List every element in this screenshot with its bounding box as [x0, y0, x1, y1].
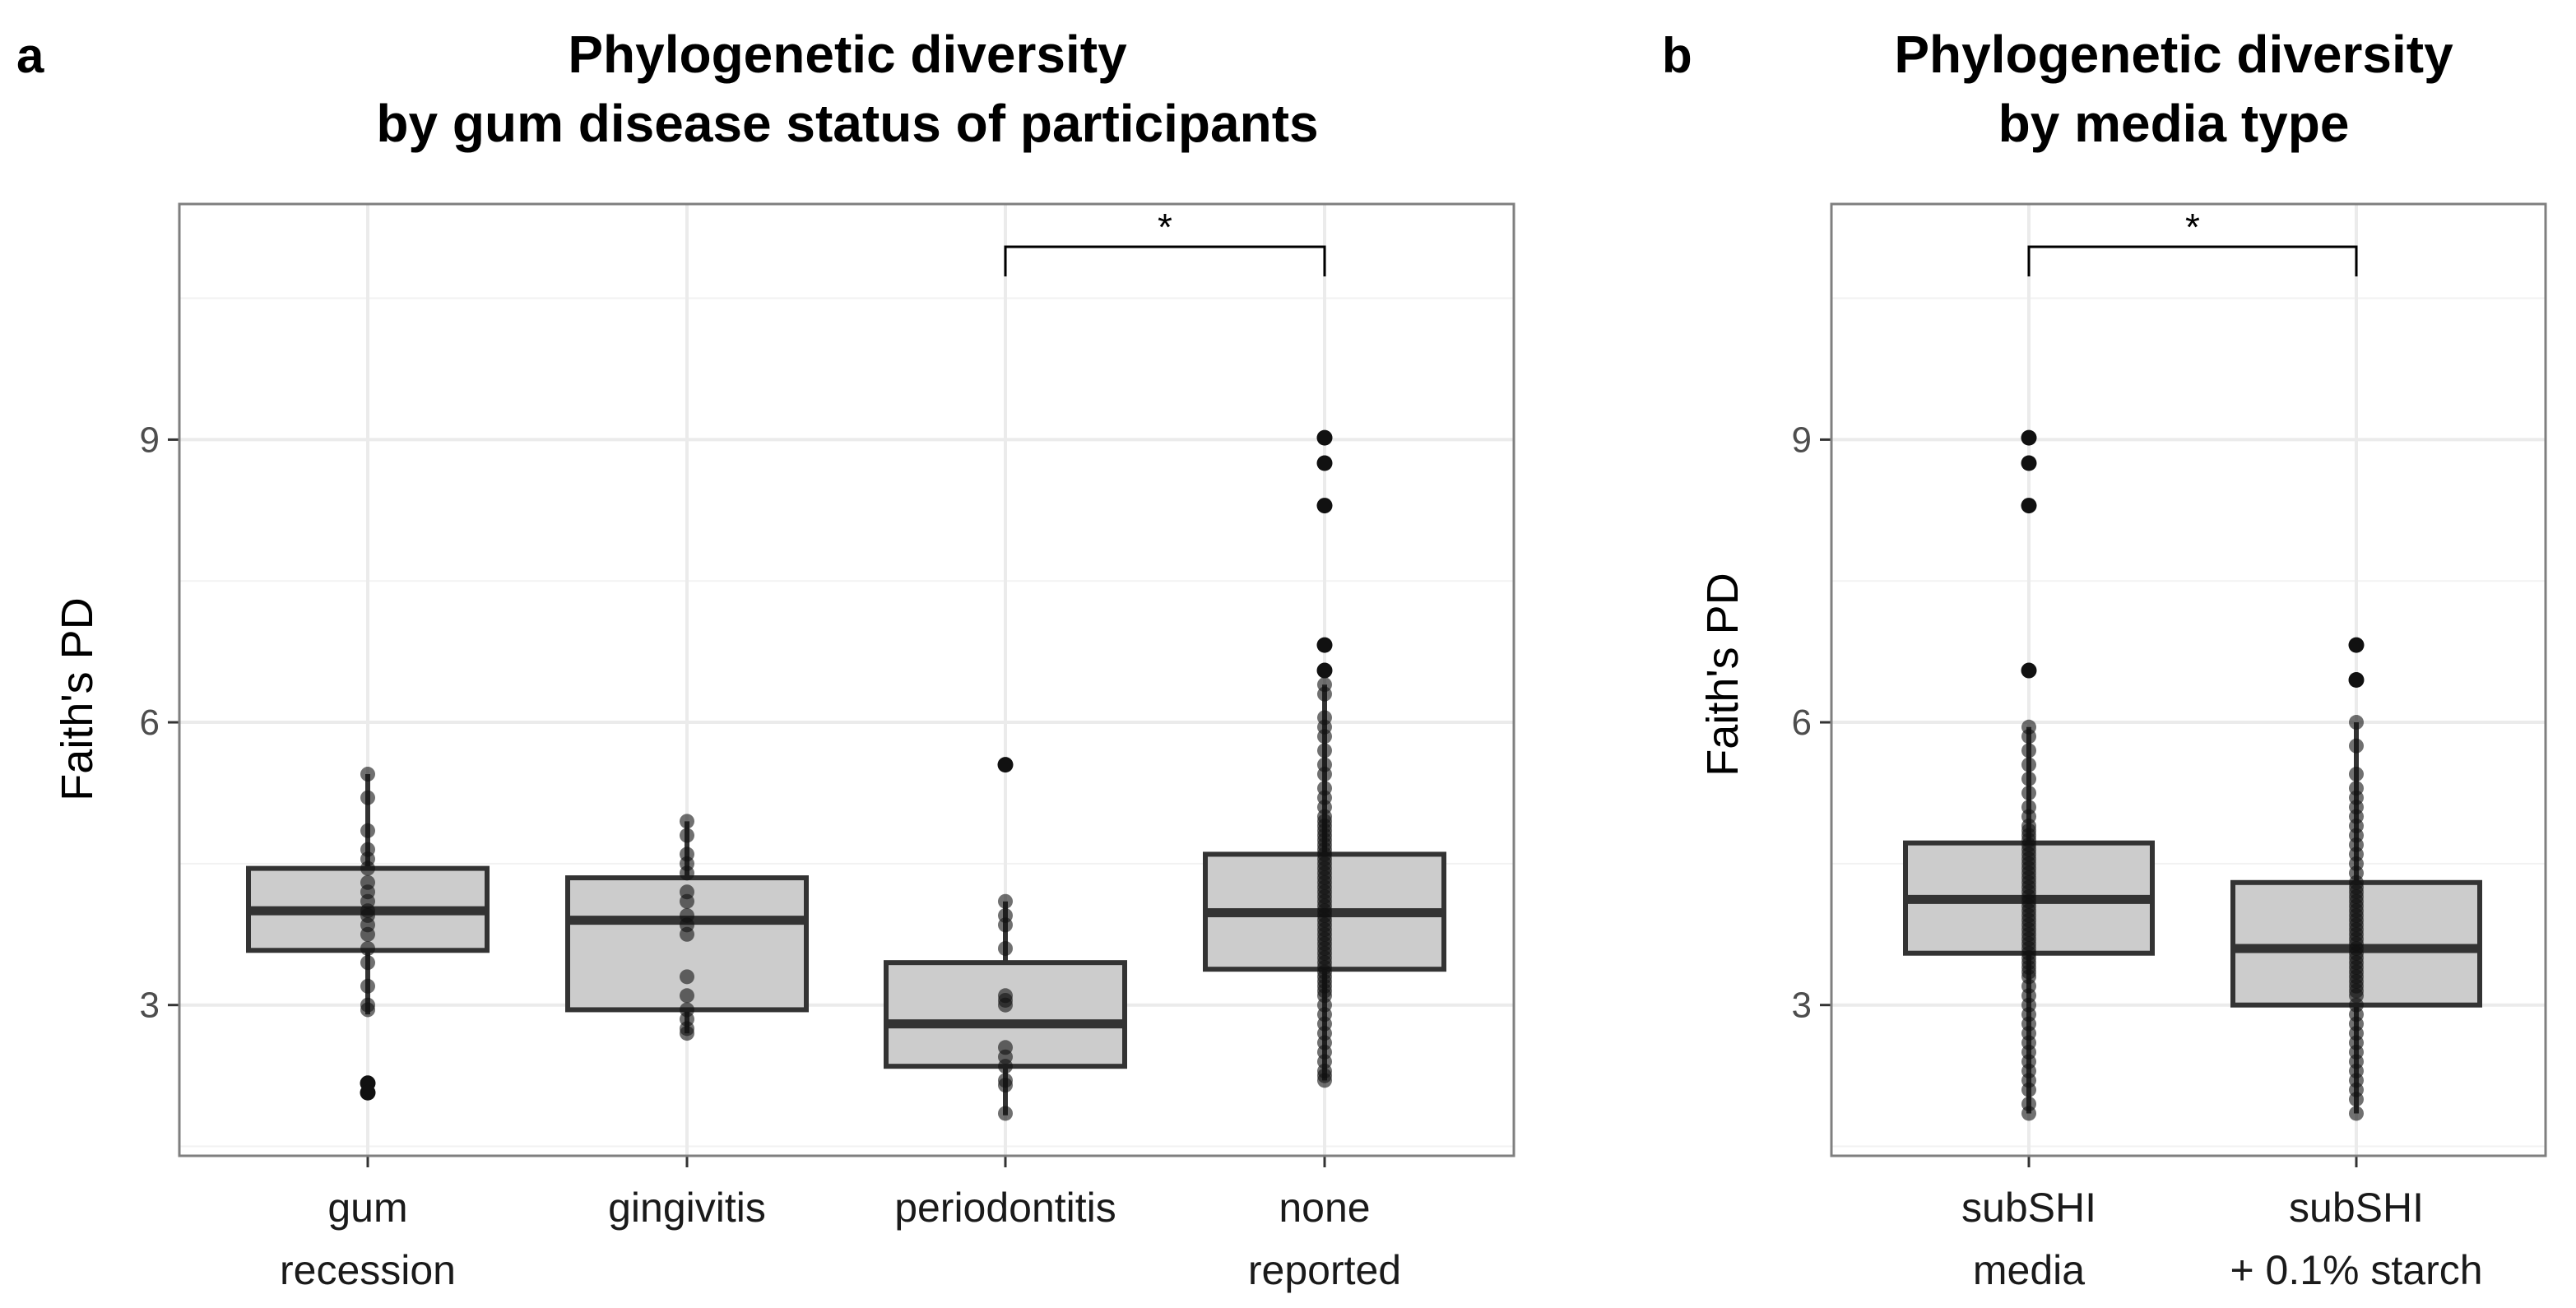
panel-a-title-line1: Phylogenetic diversity	[568, 25, 1127, 84]
outlier-point	[997, 757, 1014, 773]
data-point	[2349, 1106, 2364, 1121]
outlier-point	[1316, 429, 1333, 446]
category-group	[884, 757, 1127, 1121]
x-tick-label: gingivitis	[608, 1185, 766, 1231]
plot-frame	[1830, 202, 2547, 1157]
outlier-point	[2021, 455, 2037, 471]
data-point	[360, 978, 375, 994]
panel-a: a Phylogenetic diversity by gum disease …	[16, 25, 1515, 1293]
panel-b-title-line2: by media type	[1998, 94, 2350, 153]
data-point	[360, 940, 375, 956]
outlier-point	[2348, 637, 2365, 653]
x-tick-label: recession	[280, 1247, 456, 1293]
data-point	[360, 790, 375, 805]
data-point	[680, 828, 694, 843]
data-point	[1317, 767, 1332, 782]
data-point	[998, 1078, 1013, 1093]
data-point	[2349, 767, 2364, 782]
outlier-point	[1316, 662, 1333, 679]
data-point	[360, 1002, 375, 1018]
outlier-point	[1316, 455, 1333, 471]
data-point	[360, 926, 375, 942]
y-tick-label: 3	[140, 986, 160, 1026]
y-tick-label: 3	[1792, 986, 1812, 1026]
data-point	[360, 955, 375, 971]
panel-grid	[1831, 204, 2546, 1156]
data-point	[998, 940, 1013, 956]
data-point	[1317, 743, 1332, 758]
data-point	[998, 917, 1013, 933]
significance-label: *	[2185, 206, 2200, 248]
panel-a-title-line2: by gum disease status of participants	[376, 94, 1318, 153]
y-tick-label: 9	[1792, 420, 1812, 460]
data-point	[2349, 738, 2364, 754]
panel-letter-a: a	[16, 28, 44, 83]
data-point	[998, 1059, 1013, 1074]
data-point	[2349, 1092, 2364, 1107]
data-point	[360, 860, 375, 876]
x-tick-label: gum	[327, 1185, 407, 1231]
data-point	[998, 893, 1013, 909]
significance-bracket	[1004, 245, 1326, 276]
x-tick-label: subSHI	[1961, 1185, 2096, 1231]
category-group	[1903, 429, 2155, 1121]
data-point	[680, 926, 694, 942]
outlier-point	[1316, 498, 1333, 514]
outlier-point	[2021, 429, 2037, 446]
significance-label: *	[1158, 206, 1172, 248]
panel-b: b Phylogenetic diversity by media type F…	[1662, 25, 2547, 1293]
x-tick-label: periodontitis	[894, 1185, 1116, 1231]
data-point	[680, 893, 694, 909]
data-point	[998, 997, 1013, 1013]
x-tick-label: none	[1279, 1185, 1370, 1231]
panel-b-y-axis-label: Faith's PD	[1698, 573, 1748, 776]
data-point	[2021, 757, 2036, 772]
data-point	[1317, 686, 1332, 702]
y-tick-label: 6	[1792, 703, 1812, 743]
data-point	[680, 865, 694, 881]
outlier-point	[2348, 672, 2365, 688]
data-point	[2021, 743, 2036, 758]
x-tick-label: media	[1973, 1247, 2085, 1293]
category-group	[2230, 637, 2482, 1121]
panel-letter-b: b	[1662, 28, 1692, 83]
category-group	[1203, 429, 1446, 1088]
y-tick-label: 9	[140, 420, 160, 460]
data-point	[2021, 785, 2036, 800]
outlier-point	[2021, 498, 2037, 514]
category-group	[565, 814, 809, 1041]
outlier-point	[360, 1084, 376, 1101]
significance-bracket	[2027, 245, 2358, 276]
data-point	[2021, 729, 2036, 744]
data-point	[2021, 1106, 2036, 1121]
panel-grid	[179, 204, 1514, 1156]
data-point	[998, 1106, 1013, 1121]
data-point	[680, 1026, 694, 1041]
x-tick-label: subSHI	[2289, 1185, 2424, 1231]
data-point	[2021, 771, 2036, 786]
data-point	[680, 969, 694, 985]
data-point	[2021, 1082, 2036, 1097]
data-point	[680, 988, 694, 1004]
data-point	[680, 814, 694, 829]
outlier-point	[1316, 637, 1333, 653]
outlier-point	[2021, 662, 2037, 679]
data-point	[1317, 1073, 1332, 1088]
x-tick-label: reported	[1248, 1247, 1401, 1293]
category-group	[246, 767, 490, 1101]
data-point	[360, 767, 375, 782]
panel-a-y-axis-label: Faith's PD	[53, 597, 102, 800]
plot-frame	[178, 202, 1515, 1157]
x-tick-label: + 0.1% starch	[2230, 1247, 2482, 1293]
data-point	[360, 823, 375, 838]
data-point	[1317, 729, 1332, 744]
panel-b-title-line1: Phylogenetic diversity	[1894, 25, 2453, 84]
y-tick-label: 6	[140, 703, 160, 743]
data-point	[2349, 715, 2364, 731]
